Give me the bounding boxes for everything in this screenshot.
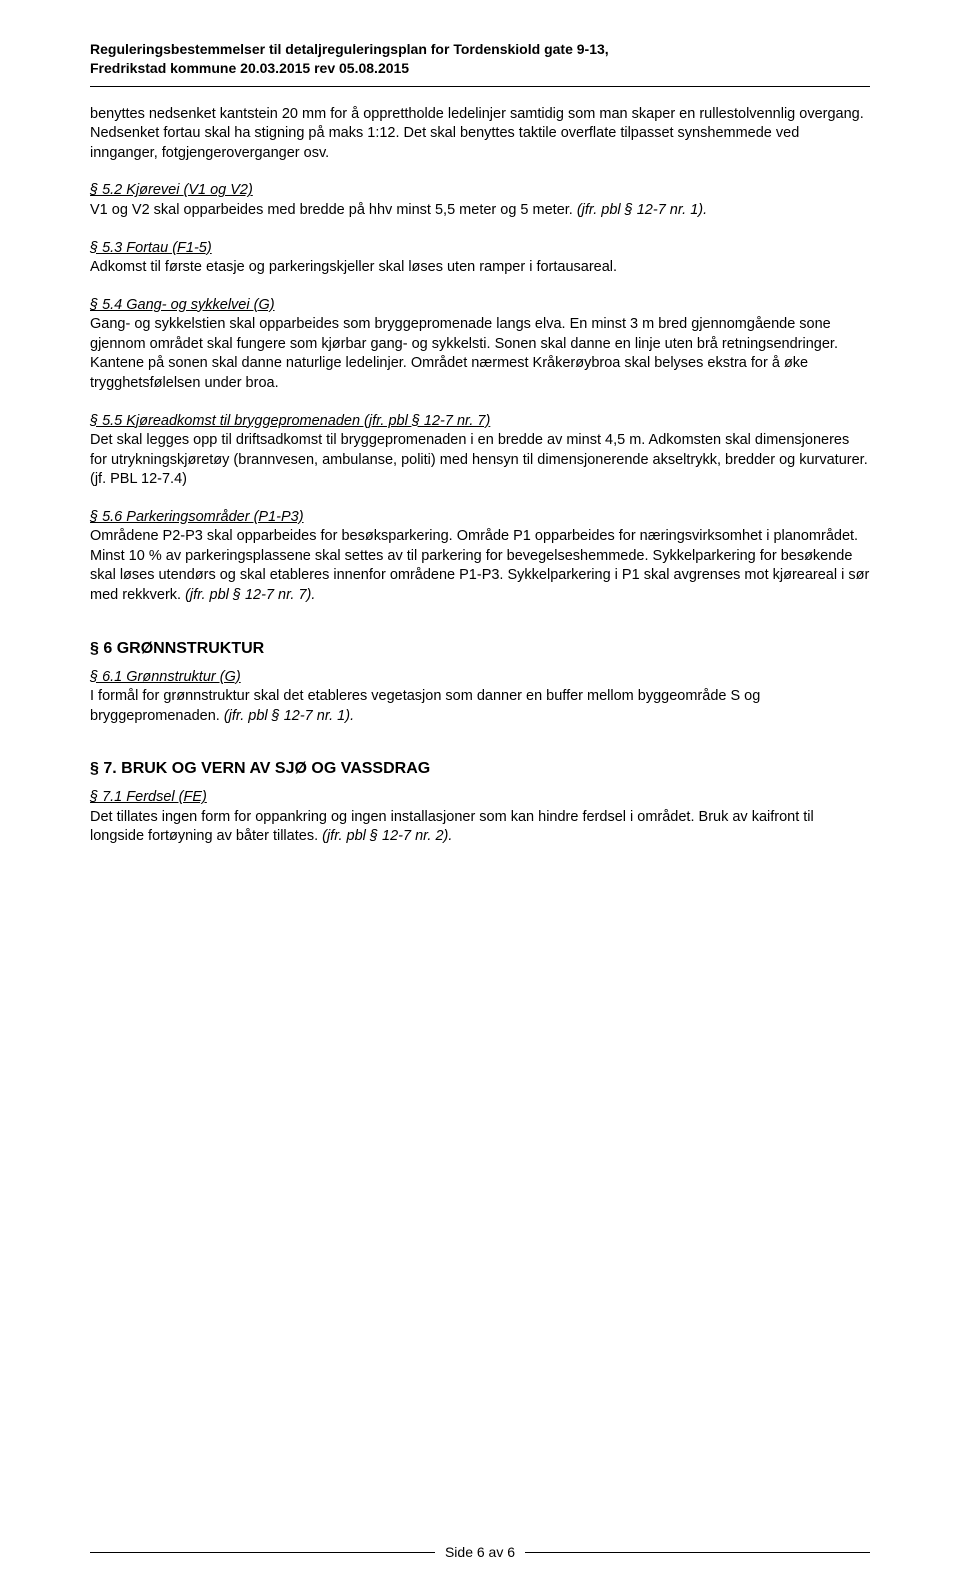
section-5-4-title: § 5.4 Gang- og sykkelvei (G) — [90, 296, 870, 316]
section-7-1-ref: (jfr. pbl § 12-7 nr. 2). — [322, 828, 452, 844]
section-5-5-body: Det skal legges opp til driftsadkomst ti… — [90, 431, 870, 490]
footer-rule-right — [525, 1552, 870, 1553]
section-5-3-body: Adkomst til første etasje og parkeringsk… — [90, 258, 870, 278]
footer-rule-left — [90, 1552, 435, 1553]
section-6-1-ref: (jfr. pbl § 12-7 nr. 1). — [224, 708, 354, 724]
section-5-2-ref: (jfr. pbl § 12-7 nr. 1). — [577, 202, 707, 218]
header-line-2: Fredrikstad kommune 20.03.2015 rev 05.08… — [90, 59, 870, 78]
section-5-6: § 5.6 Parkeringsområder (P1-P3) Områdene… — [90, 508, 870, 606]
section-7-1-body: Det tillates ingen form for oppankring o… — [90, 808, 870, 847]
section-6-heading: § 6 GRØNNSTRUKTUR — [90, 640, 870, 658]
section-5-5-title: § 5.5 Kjøreadkomst til bryggepromenaden … — [90, 412, 870, 432]
page-header: Reguleringsbestemmelser til detaljregule… — [90, 40, 870, 78]
section-5-2-title: § 5.2 Kjørevei (V1 og V2) — [90, 181, 870, 201]
page-footer: Side 6 av 6 — [90, 1544, 870, 1560]
section-5-2-body: V1 og V2 skal opparbeides med bredde på … — [90, 201, 870, 221]
section-5-2-text: V1 og V2 skal opparbeides med bredde på … — [90, 202, 577, 218]
header-divider — [90, 86, 870, 87]
section-5-5: § 5.5 Kjøreadkomst til bryggepromenaden … — [90, 412, 870, 490]
section-5-4: § 5.4 Gang- og sykkelvei (G) Gang- og sy… — [90, 296, 870, 394]
footer-line: Side 6 av 6 — [90, 1544, 870, 1560]
section-6-1-body: I formål for grønnstruktur skal det etab… — [90, 687, 870, 726]
footer-page-number: Side 6 av 6 — [435, 1544, 525, 1560]
section-5-3: § 5.3 Fortau (F1-5) Adkomst til første e… — [90, 239, 870, 278]
section-5-6-ref: (jfr. pbl § 12-7 nr. 7). — [185, 587, 315, 603]
section-5-4-body: Gang- og sykkelstien skal opparbeides so… — [90, 315, 870, 393]
section-5-6-body: Områdene P2-P3 skal opparbeides for besø… — [90, 527, 870, 605]
section-7-heading: § 7. BRUK OG VERN AV SJØ OG VASSDRAG — [90, 760, 870, 778]
section-7-1: § 7.1 Ferdsel (FE) Det tillates ingen fo… — [90, 788, 870, 847]
section-5-3-title: § 5.3 Fortau (F1-5) — [90, 239, 870, 259]
section-6-1: § 6.1 Grønnstruktur (G) I formål for grø… — [90, 668, 870, 727]
section-5-2: § 5.2 Kjørevei (V1 og V2) V1 og V2 skal … — [90, 181, 870, 220]
section-5-6-title: § 5.6 Parkeringsområder (P1-P3) — [90, 508, 870, 528]
section-7-1-title: § 7.1 Ferdsel (FE) — [90, 788, 870, 808]
header-line-1: Reguleringsbestemmelser til detaljregule… — [90, 40, 870, 59]
intro-paragraph: benyttes nedsenket kantstein 20 mm for å… — [90, 105, 870, 164]
page-container: Reguleringsbestemmelser til detaljregule… — [0, 0, 960, 1584]
section-6-1-title: § 6.1 Grønnstruktur (G) — [90, 668, 870, 688]
section-6-1-text: I formål for grønnstruktur skal det etab… — [90, 688, 760, 724]
